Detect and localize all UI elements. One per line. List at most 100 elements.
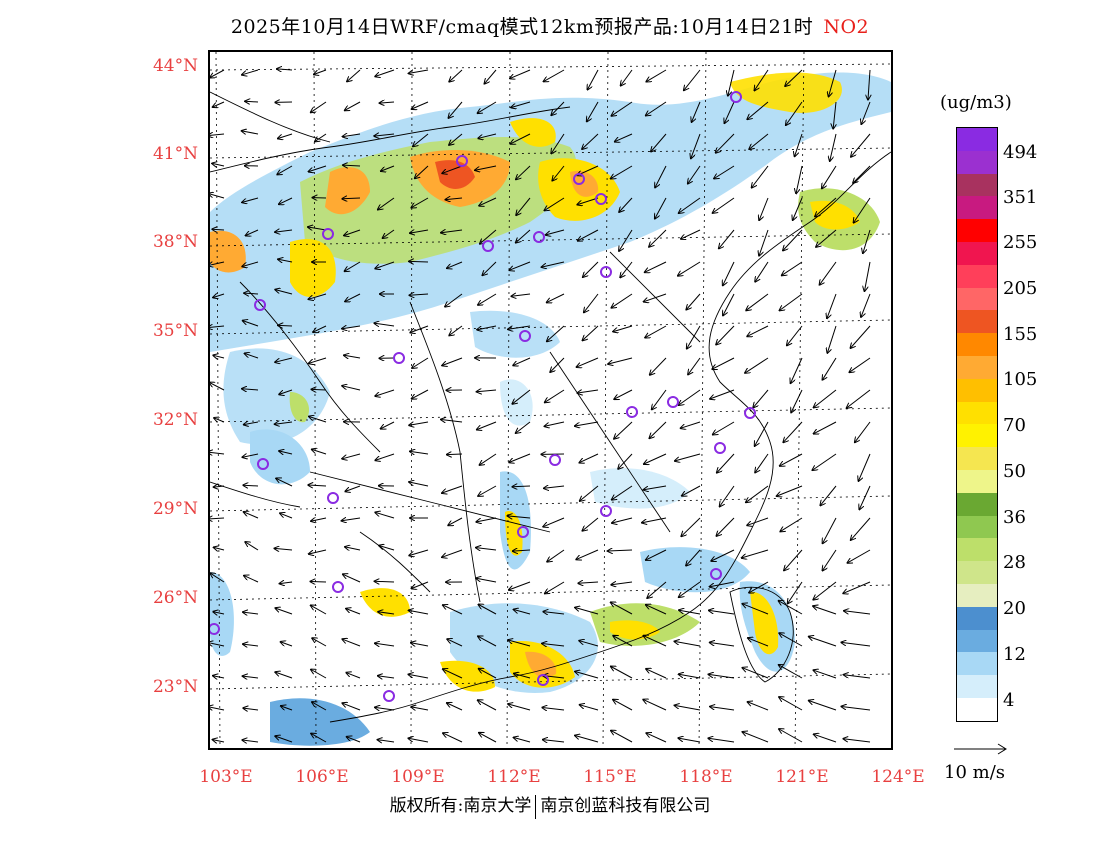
legend-label: 255: [1003, 232, 1038, 253]
wind-vector: [243, 612, 259, 614]
wind-vector: [851, 325, 871, 348]
wind-vector: [865, 261, 871, 291]
wind-vector: [615, 133, 633, 142]
wind-vector: [278, 325, 293, 326]
pollutant-label: NO2: [823, 16, 870, 38]
wind-vector: [723, 261, 735, 285]
legend-swatch: [957, 492, 997, 516]
wind-vector: [833, 101, 836, 129]
wind-vector: [543, 517, 565, 527]
wind-vector: [275, 290, 293, 295]
wind-vector: [409, 549, 429, 556]
wind-vector: [516, 197, 531, 215]
wind-vector: [314, 69, 327, 74]
wind-vector: [213, 740, 225, 742]
wind-vector: [478, 101, 497, 113]
wind-vector: [279, 389, 293, 394]
wind-vector: [546, 229, 565, 235]
wind-vector: [752, 165, 769, 188]
wind-vector: [679, 674, 701, 679]
lon-label: 118°E: [679, 767, 733, 787]
legend-swatch: [957, 173, 997, 197]
wind-vector: [213, 294, 225, 298]
legend-label: 50: [1003, 461, 1026, 482]
wind-vector: [375, 643, 395, 646]
wind-vector: [244, 293, 259, 294]
wind-vector: [787, 325, 803, 345]
wind-vector: [644, 453, 667, 464]
wind-vector: [783, 229, 803, 250]
wind-vector: [650, 357, 667, 375]
wind-vector: [675, 453, 701, 461]
wind-vector: [844, 675, 871, 679]
wind-vector: [779, 729, 803, 743]
wind-vector: [478, 293, 497, 305]
legend-label: 20: [1003, 598, 1026, 619]
wind-vector: [717, 517, 735, 536]
wind-vector: [575, 608, 599, 615]
wind-vector: [442, 549, 463, 557]
wind-vector: [784, 549, 803, 570]
wind-vector: [415, 165, 429, 178]
wind-vector: [214, 486, 225, 487]
wind-vector: [847, 389, 871, 408]
wind-vector: [475, 165, 497, 170]
wind-vector: [343, 134, 361, 137]
lat-label: 23°N: [152, 677, 198, 697]
wind-vector: [646, 733, 667, 743]
legend-swatch: [957, 561, 997, 584]
wind-vector: [245, 542, 259, 551]
wind-vector: [516, 229, 531, 243]
wind-vector: [315, 133, 327, 141]
wind-vector: [213, 612, 225, 614]
wind-vector: [851, 133, 871, 157]
wind-vector: [543, 740, 565, 742]
legend-swatch: [957, 287, 997, 311]
wind-vector: [759, 197, 769, 220]
wind-vector: [780, 517, 803, 531]
lat-label: 38°N: [152, 232, 198, 252]
wind-vector: [443, 733, 463, 743]
wind-vector: [611, 667, 633, 679]
legend-swatch: [957, 447, 997, 470]
wind-vector: [755, 453, 769, 472]
wind-vector: [612, 293, 633, 308]
wind-vector: [544, 486, 565, 488]
wind-vector: [743, 732, 769, 743]
wind-vector: [788, 581, 803, 603]
legend-label: 351: [1003, 187, 1038, 208]
wind-vector: [210, 518, 225, 519]
wind-vector: [277, 165, 293, 174]
wind-vector: [747, 325, 769, 336]
wind-vector: [412, 581, 429, 589]
wind-vector: [842, 707, 871, 711]
wind-vector: [684, 69, 701, 90]
wind-vector: [716, 133, 735, 153]
wind-vector: [547, 549, 565, 562]
legend-swatch: [957, 401, 997, 425]
wind-vector: [587, 101, 599, 121]
wind-vector: [575, 736, 599, 743]
wind-vector: [311, 734, 327, 743]
wind-vector: [710, 643, 735, 647]
wind-vector: [413, 133, 429, 146]
wind-vector: [868, 69, 870, 100]
wind-vector: [311, 101, 327, 112]
wind-vector: [786, 101, 803, 125]
wind-vector: [809, 701, 837, 711]
legend-unit: (ug/m3): [940, 92, 1012, 113]
wind-vector: [611, 602, 633, 615]
wind-vector: [278, 133, 293, 139]
legend-swatch: [957, 697, 997, 721]
wind-vector: [383, 229, 395, 238]
wind-vector: [547, 293, 565, 302]
wind-vector: [542, 261, 565, 267]
wind-vector: [614, 421, 633, 439]
wind-vector: [512, 486, 531, 487]
wind-vector: [815, 197, 837, 216]
wind-vector: [210, 452, 225, 454]
legend-swatch: [957, 424, 997, 448]
wind-vector: [275, 672, 293, 679]
wind-vector: [346, 673, 361, 679]
wind-vector: [309, 417, 327, 423]
